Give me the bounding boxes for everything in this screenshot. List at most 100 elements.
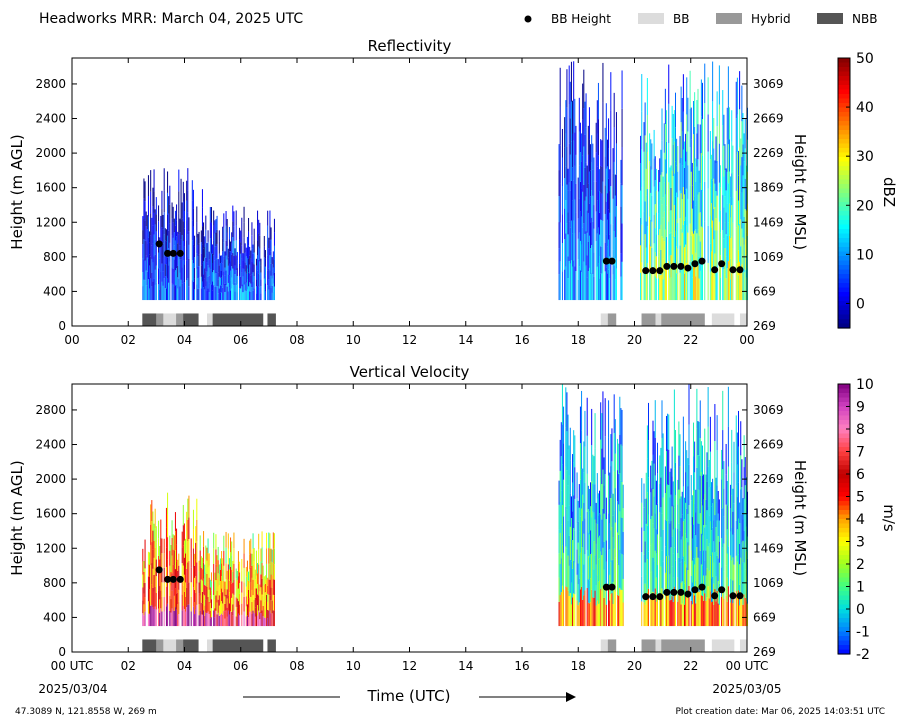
echo-cell bbox=[723, 461, 725, 489]
echo-cell bbox=[698, 489, 700, 524]
echo-cell bbox=[659, 181, 661, 206]
echo-cell bbox=[250, 291, 252, 301]
bb-height-point bbox=[602, 257, 610, 265]
echo-cell bbox=[592, 568, 594, 598]
echo-cell bbox=[654, 156, 656, 181]
echo-cell bbox=[160, 272, 162, 287]
colorbar-segment bbox=[838, 323, 850, 329]
colorbar-segment bbox=[838, 384, 850, 390]
echo-cell bbox=[735, 190, 737, 228]
colorbar-segment bbox=[838, 577, 850, 583]
echo-cell bbox=[248, 589, 250, 599]
echo-cell bbox=[579, 152, 581, 182]
y2-tick-label: 1469 bbox=[753, 215, 784, 229]
echo-cell bbox=[223, 580, 225, 596]
echo-cell bbox=[158, 205, 160, 222]
echo-cell bbox=[573, 495, 575, 529]
echo-cell bbox=[673, 586, 675, 627]
echo-cell bbox=[708, 515, 710, 544]
echo-cell bbox=[732, 222, 734, 249]
x-tick-label: 10 bbox=[346, 333, 361, 347]
echo-cell bbox=[230, 611, 232, 627]
echo-cell bbox=[182, 585, 184, 606]
echo-cell bbox=[723, 488, 725, 517]
echo-cell bbox=[615, 237, 617, 269]
echo-cell bbox=[558, 577, 560, 602]
echo-cell bbox=[187, 541, 189, 563]
echo-cell bbox=[622, 531, 624, 556]
echo-cell bbox=[611, 560, 613, 594]
echo-cell bbox=[609, 472, 611, 499]
echo-cell bbox=[253, 573, 255, 588]
echo-cell bbox=[228, 275, 230, 288]
echo-cell bbox=[619, 434, 621, 474]
echo-cell bbox=[168, 230, 170, 249]
echo-cell bbox=[210, 253, 212, 270]
echo-cell bbox=[666, 415, 667, 451]
echo-cell bbox=[210, 238, 212, 254]
echo-cell bbox=[698, 256, 700, 279]
bb-class-bar bbox=[739, 313, 747, 326]
echo-cell bbox=[740, 557, 742, 592]
echo-cell bbox=[223, 595, 225, 612]
echo-cell bbox=[159, 599, 161, 613]
echo-cell bbox=[236, 580, 238, 590]
echo-cell bbox=[241, 614, 243, 627]
echo-cell bbox=[251, 577, 253, 590]
echo-cell bbox=[714, 441, 716, 479]
echo-cell bbox=[680, 264, 682, 301]
echo-cell bbox=[596, 575, 598, 601]
x-tick-label: 16 bbox=[514, 659, 529, 673]
echo-cell bbox=[744, 239, 746, 270]
echo-cell bbox=[677, 248, 679, 275]
echo-cell bbox=[601, 246, 603, 274]
echo-cell bbox=[251, 565, 253, 578]
echo-cell bbox=[264, 258, 266, 267]
echo-cell bbox=[209, 269, 211, 285]
echo-cell bbox=[194, 565, 196, 578]
echo-cell bbox=[591, 135, 593, 163]
echo-cell bbox=[151, 605, 153, 627]
echo-cell bbox=[270, 239, 272, 252]
echo-cell bbox=[269, 225, 271, 241]
echo-cell bbox=[688, 505, 690, 546]
echo-cell bbox=[150, 504, 152, 525]
echo-cell bbox=[646, 425, 648, 459]
echo-cell bbox=[583, 223, 585, 262]
echo-cell bbox=[236, 252, 238, 261]
echo-cell bbox=[252, 272, 254, 282]
echo-cell bbox=[741, 570, 743, 599]
echo-cell bbox=[593, 456, 595, 485]
echo-cell bbox=[185, 567, 187, 583]
bb-height-point bbox=[663, 588, 671, 596]
echo-cell bbox=[732, 580, 734, 604]
echo-cell bbox=[681, 131, 683, 166]
echo-cell bbox=[255, 550, 257, 564]
echo-cell bbox=[721, 596, 723, 627]
echo-cell bbox=[664, 264, 666, 301]
echo-cell bbox=[199, 610, 201, 627]
echo-cell bbox=[723, 176, 725, 208]
echo-cell bbox=[660, 199, 662, 225]
bb-class-bar bbox=[600, 313, 608, 326]
echo-cell bbox=[173, 286, 175, 301]
echo-cell bbox=[577, 500, 579, 522]
echo-cell bbox=[717, 581, 719, 604]
echo-cell bbox=[675, 430, 676, 463]
echo-cell bbox=[610, 262, 612, 301]
echo-cell bbox=[167, 171, 169, 193]
echo-cell bbox=[221, 292, 223, 301]
echo-cell bbox=[584, 482, 586, 519]
bb-class-bar bbox=[711, 313, 735, 326]
echo-cell bbox=[695, 557, 697, 581]
echo-cell bbox=[640, 245, 642, 273]
echo-cell bbox=[569, 460, 571, 494]
echo-cell bbox=[169, 185, 171, 205]
echo-cell bbox=[611, 527, 613, 561]
echo-cell bbox=[248, 217, 250, 232]
echo-cell bbox=[583, 146, 585, 185]
colorbar-segment bbox=[838, 487, 850, 493]
echo-cell bbox=[673, 205, 675, 237]
echo-cell bbox=[576, 549, 578, 575]
echo-cell bbox=[187, 256, 189, 279]
